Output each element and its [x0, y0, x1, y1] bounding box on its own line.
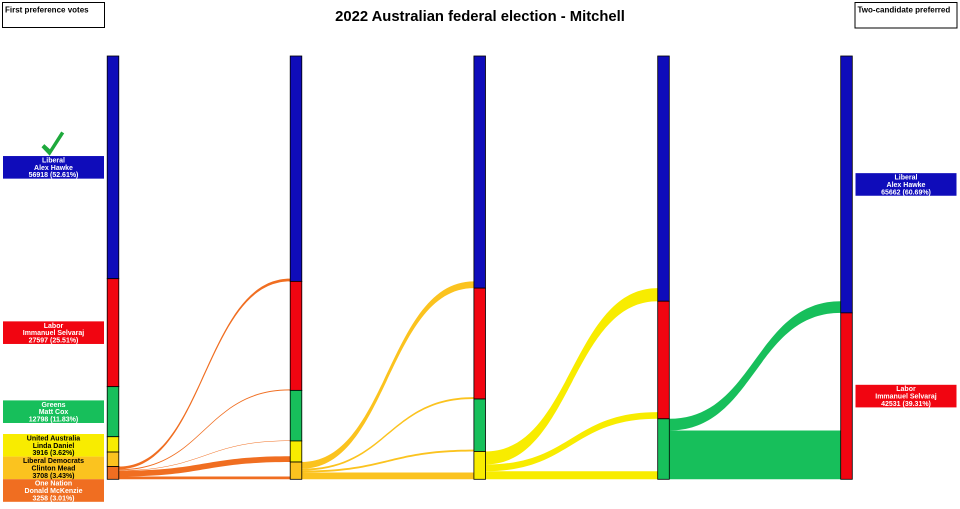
svg-text:3708 (3.43%): 3708 (3.43%)	[32, 473, 74, 480]
svg-text:United Australia: United Australia	[27, 435, 81, 442]
svg-text:42531 (39.31%): 42531 (39.31%)	[881, 401, 931, 408]
svg-text:27597 (25.51%): 27597 (25.51%)	[29, 338, 79, 345]
svg-text:Labor: Labor	[896, 386, 916, 393]
svg-text:3258 (3.01%): 3258 (3.01%)	[32, 495, 74, 502]
svg-text:Liberal Democrats: Liberal Democrats	[23, 458, 84, 465]
svg-text:Clinton Mead: Clinton Mead	[32, 465, 76, 472]
svg-text:56918 (52.61%): 56918 (52.61%)	[29, 172, 79, 179]
svg-text:One Nation: One Nation	[35, 481, 72, 488]
svg-text:12798 (11.83%): 12798 (11.83%)	[29, 417, 78, 424]
svg-text:Liberal: Liberal	[895, 175, 918, 182]
svg-text:First preference votes: First preference votes	[5, 6, 89, 15]
svg-text:Matt Cox: Matt Cox	[39, 409, 69, 416]
svg-text:Greens: Greens	[41, 402, 65, 409]
svg-text:Alex Hawke: Alex Hawke	[887, 182, 926, 189]
svg-text:Donald McKenzie: Donald McKenzie	[25, 488, 83, 495]
svg-text:Alex Hawke: Alex Hawke	[34, 165, 73, 172]
svg-text:Liberal: Liberal	[42, 157, 65, 164]
svg-text:Immanuel Selvaraj: Immanuel Selvaraj	[23, 330, 85, 337]
svg-text:65662 (60.69%): 65662 (60.69%)	[881, 189, 931, 196]
svg-text:Two-candidate preferred: Two-candidate preferred	[858, 6, 951, 15]
svg-text:2022 Australian federal electi: 2022 Australian federal election - Mitch…	[335, 9, 625, 25]
svg-text:Immanuel Selvaraj: Immanuel Selvaraj	[875, 394, 937, 401]
svg-text:3916 (3.62%): 3916 (3.62%)	[32, 450, 74, 457]
svg-text:Labor: Labor	[44, 323, 64, 330]
svg-text:Linda Daniel: Linda Daniel	[33, 443, 75, 450]
